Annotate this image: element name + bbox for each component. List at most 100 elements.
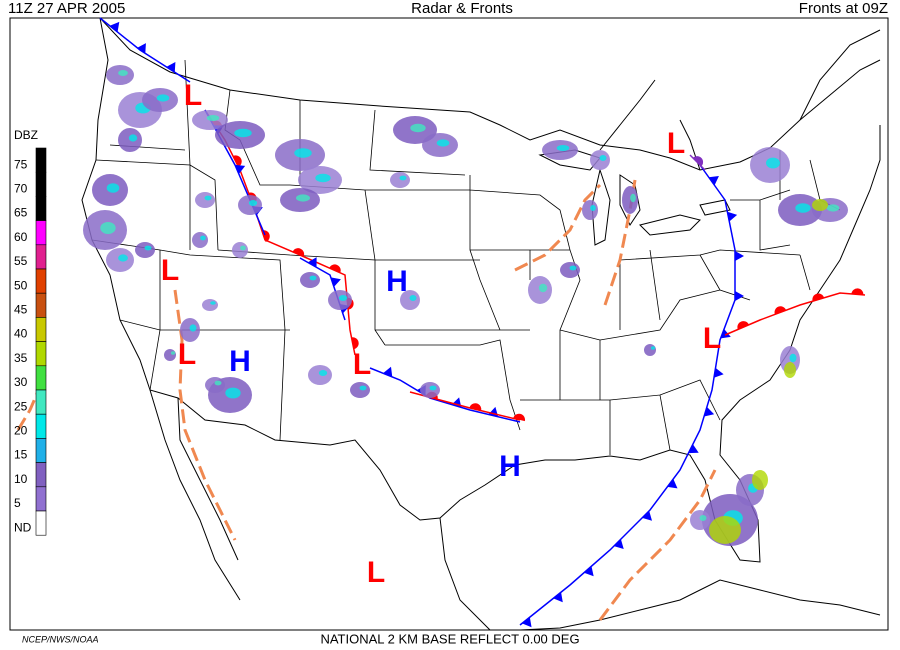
front-barb: [708, 176, 719, 186]
echo-core: [795, 203, 811, 213]
footer-product: NATIONAL 2 KM BASE REFLECT 0.00 DEG: [320, 631, 579, 646]
legend-swatch: [35, 438, 47, 463]
front-bump: [292, 248, 305, 257]
legend-swatch: [35, 510, 47, 536]
echo-core: [144, 245, 152, 251]
front-barb: [713, 367, 724, 378]
bump: [737, 321, 749, 330]
pressure-center: L: [703, 322, 721, 355]
bump: [812, 293, 825, 302]
legend-label: 30: [14, 375, 28, 389]
echo-core: [409, 295, 417, 301]
barb: [727, 211, 738, 222]
front-bump: [233, 155, 242, 167]
echo: [192, 232, 208, 248]
barb: [382, 366, 393, 377]
front-bump: [692, 156, 703, 167]
echo: [164, 349, 176, 361]
barb: [522, 617, 532, 628]
bump: [692, 156, 703, 167]
pressure-center: L: [184, 79, 202, 112]
echo-core: [100, 222, 116, 234]
header-time: 11Z 27 APR 2005: [8, 0, 125, 17]
barb: [234, 164, 246, 175]
front-barb: [330, 277, 341, 287]
front-barb: [109, 21, 120, 33]
barb: [553, 592, 563, 603]
header-fronts-time: Fronts at 09Z: [799, 0, 888, 17]
front-barb: [583, 566, 594, 577]
bump: [233, 155, 242, 167]
echo-core: [234, 128, 252, 138]
legend-label: 65: [14, 206, 28, 220]
echo-core: [429, 385, 437, 391]
echo-core: [189, 324, 197, 332]
legend-swatch: [35, 341, 47, 367]
echo-core: [630, 193, 636, 203]
legend-swatch: [35, 292, 47, 318]
barb: [720, 329, 731, 339]
pressure-center: H: [499, 450, 521, 483]
bump: [292, 248, 305, 257]
barb: [307, 257, 317, 268]
echo-core: [590, 205, 596, 211]
legend-label: 40: [14, 327, 28, 341]
legend-swatch: [35, 220, 47, 246]
echo: [390, 172, 410, 188]
echo: [582, 200, 598, 220]
legend-label: 15: [14, 448, 28, 462]
barb: [583, 566, 594, 577]
legend-label: 45: [14, 302, 28, 316]
barb: [667, 478, 678, 489]
legend-swatch: [35, 268, 47, 294]
pressure-center: L: [161, 254, 179, 287]
echo-core: [118, 70, 128, 76]
front-bump: [737, 321, 749, 330]
front-bump: [851, 288, 864, 295]
echo: [420, 382, 440, 398]
bump: [469, 403, 482, 411]
echo-core: [556, 145, 570, 151]
front-barb: [688, 444, 699, 454]
front-barb: [136, 43, 146, 54]
legend-label: 60: [14, 230, 28, 244]
front-bump: [329, 264, 341, 273]
barb: [688, 444, 699, 454]
pressure-center: H: [229, 345, 251, 378]
barb: [735, 250, 744, 261]
echo-core: [118, 254, 128, 262]
echo: [644, 344, 656, 356]
barb: [109, 21, 120, 33]
bump: [351, 337, 359, 350]
echo-core: [128, 134, 138, 142]
barb: [642, 510, 653, 521]
echo-core: [826, 204, 840, 212]
legend-label: 10: [14, 472, 28, 486]
echo-core: [699, 515, 707, 521]
echo: [135, 242, 155, 258]
legend-label: ND: [14, 520, 32, 534]
trough-front: [514, 183, 602, 272]
legend-label: 35: [14, 351, 28, 365]
front-bump: [351, 337, 359, 350]
pressure-center: H: [386, 265, 408, 298]
barb: [136, 43, 146, 54]
echo-core: [204, 195, 212, 201]
echo: [232, 242, 248, 258]
legend-swatch: [35, 196, 47, 221]
legend-label: 50: [14, 278, 28, 292]
front-barb: [667, 478, 678, 489]
echo: [690, 510, 710, 530]
legend-label: 5: [14, 496, 21, 510]
legend-title: DBZ: [14, 128, 38, 142]
echo-core: [106, 183, 120, 193]
legend-label: 20: [14, 423, 28, 437]
echo-strong: [812, 199, 828, 211]
front-barb: [307, 257, 317, 268]
echo: [202, 299, 218, 311]
echo: [350, 382, 370, 398]
front-bump: [774, 306, 787, 315]
legend-swatch: [35, 317, 47, 342]
mexico-coast: [149, 389, 881, 631]
echo: [300, 272, 320, 288]
